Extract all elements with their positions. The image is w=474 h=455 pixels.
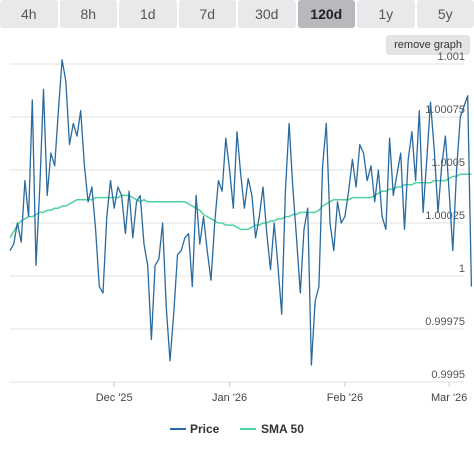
y-tick-label: 1.00025 (425, 210, 465, 222)
y-tick-label: 1.0005 (431, 157, 465, 169)
series-lines (9, 59, 473, 366)
y-tick-label: 1.001 (437, 51, 465, 63)
range-button-4h[interactable]: 4h (0, 0, 58, 28)
range-button-30d[interactable]: 30d (238, 0, 296, 28)
y-tick-label: 1.00075 (425, 104, 465, 116)
range-button-5y[interactable]: 5y (416, 0, 474, 28)
legend-sma-label[interactable]: SMA 50 (261, 422, 304, 436)
legend: Price SMA 50 (170, 422, 304, 436)
x-tick-label: Jan '26 (212, 392, 247, 404)
range-button-120d[interactable]: 120d (297, 0, 355, 28)
remove-graph-button[interactable]: remove graph (386, 35, 470, 55)
grid-lines (10, 63, 464, 383)
range-button-8h[interactable]: 8h (59, 0, 117, 28)
y-tick-label: 0.99975 (425, 316, 465, 328)
x-tick-label: Feb '26 (327, 392, 363, 404)
x-axis-ticks: Dec '25 Jan '26 Feb '26 Mar '26 (96, 382, 467, 404)
range-button-7d[interactable]: 7d (178, 0, 236, 28)
range-button-1d[interactable]: 1d (119, 0, 177, 28)
price-series-line (9, 59, 473, 366)
y-tick-label: 0.9995 (431, 369, 465, 381)
y-tick-label: 1 (459, 263, 465, 275)
range-selector: 4h 8h 1d 7d 30d 120d 1y 5y (0, 0, 474, 30)
y-axis-ticks: 0.9995 0.99975 1 1.00025 1.0005 1.00075 1.001 (425, 51, 465, 381)
legend-price-label[interactable]: Price (190, 422, 220, 436)
x-tick-label: Dec '25 (96, 392, 133, 404)
x-tick-label: Mar '26 (431, 392, 467, 404)
range-button-1y[interactable]: 1y (357, 0, 415, 28)
